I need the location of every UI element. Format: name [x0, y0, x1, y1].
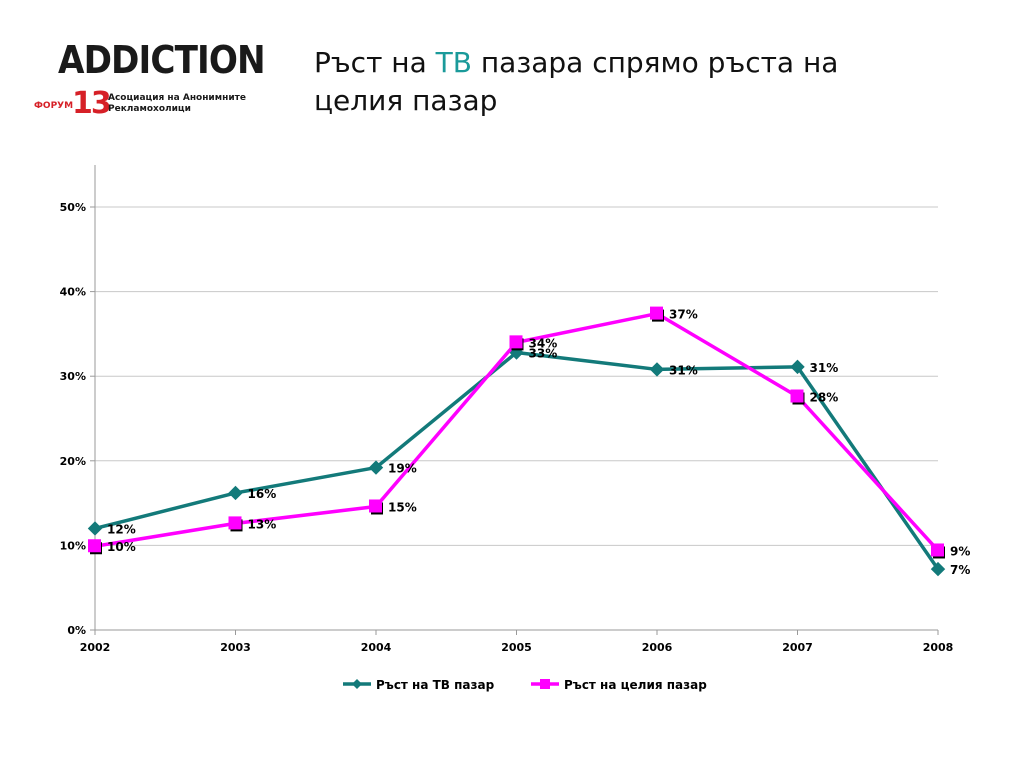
logo-forum-text: ФОРУМ	[34, 101, 74, 111]
point-tv	[368, 460, 384, 475]
legend-label-total: Ръст на целия пазар	[564, 678, 707, 692]
data-label-tv: 16%	[248, 487, 277, 501]
point-total	[931, 543, 944, 557]
point-total	[509, 335, 523, 349]
data-label-total: 13%	[248, 517, 277, 531]
data-label-tv: 31%	[669, 363, 698, 377]
point-tv	[87, 521, 103, 536]
title-part2: пазара спрямо ръста на целия пазар	[314, 46, 839, 117]
title-part1: Ръст на	[314, 46, 436, 79]
data-label-total: 28%	[810, 391, 839, 405]
logo-wordmark: ADDICTION	[58, 38, 266, 82]
logo-number: 13	[72, 86, 112, 121]
data-label-tv: 33%	[529, 347, 558, 361]
point-tv	[790, 359, 805, 375]
point-tv	[228, 485, 243, 501]
logo-subtitle-line2: Рекламохолици	[108, 104, 191, 114]
logo: ADDICTION ФОРУМ 13 Асоциация на Анонимни…	[28, 36, 266, 126]
x-tick-label: 2007	[782, 641, 813, 654]
point-total	[228, 516, 242, 530]
logo-subtitle-line1: Асоциация на Анонимните	[108, 93, 246, 103]
data-label-total: 15%	[388, 500, 417, 514]
y-tick-label: 30%	[60, 370, 86, 383]
point-tv	[649, 362, 665, 377]
point-tv	[930, 561, 946, 577]
data-label-total: 9%	[950, 544, 970, 558]
point-total	[790, 389, 804, 403]
data-label-total: 37%	[669, 308, 698, 322]
title-highlight: ТВ	[435, 46, 472, 79]
point-total	[369, 499, 382, 513]
x-tick-label: 2008	[923, 641, 954, 654]
point-total	[88, 539, 101, 553]
x-tick-label: 2002	[80, 641, 111, 654]
data-label-total: 10%	[107, 540, 136, 554]
point-total	[650, 306, 663, 320]
x-tick-label: 2005	[501, 641, 532, 654]
data-label-tv: 7%	[950, 563, 970, 577]
x-tick-label: 2003	[220, 641, 251, 654]
logo-subtitle: Асоциация на Анонимните Рекламохолици	[108, 93, 258, 115]
legend-marker-tv	[352, 679, 362, 689]
data-label-tv: 19%	[388, 462, 417, 476]
y-tick-label: 10%	[60, 539, 86, 552]
legend-marker-total	[540, 679, 550, 689]
y-tick-label: 50%	[60, 201, 86, 214]
x-tick-label: 2006	[642, 641, 673, 654]
data-label-tv: 31%	[810, 361, 839, 375]
legend-label-tv: Ръст на ТВ пазар	[376, 678, 495, 692]
y-tick-label: 40%	[60, 286, 86, 299]
x-tick-label: 2004	[361, 641, 392, 654]
page-title: Ръст на ТВ пазара спрямо ръста на целия …	[314, 44, 934, 120]
y-tick-label: 20%	[60, 455, 86, 468]
data-label-tv: 12%	[107, 522, 136, 536]
y-tick-label: 0%	[67, 624, 86, 637]
data-label-total: 34%	[529, 336, 558, 350]
